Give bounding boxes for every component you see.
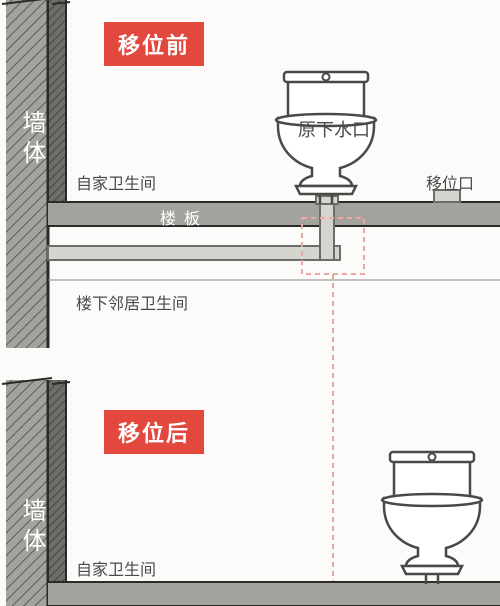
drain-pipe [48, 246, 340, 260]
title-after: 移位后 [104, 410, 204, 454]
label-neighbor-bath: 楼下邻居卫生间 [76, 290, 188, 314]
diagram-stage: 移位前 墙体 原下水口 自家卫生间 移位口 楼板 楼下邻居卫生间 移位后 墙体 … [0, 0, 500, 606]
wall-lower [6, 380, 48, 606]
wall-label-upper: 墙体 [14, 110, 49, 170]
label-own-bath-lower: 自家卫生间 [76, 556, 156, 580]
wall-label-lower: 墙体 [14, 498, 49, 558]
label-own-bath-upper: 自家卫生间 [76, 170, 156, 194]
inner-wall-lower [48, 380, 66, 582]
inner-wall-upper [48, 0, 66, 202]
floor-slab-lower [48, 582, 500, 606]
floor-slab-upper [48, 202, 500, 226]
wall-upper [6, 0, 48, 348]
title-before: 移位前 [104, 22, 204, 66]
label-relocate-port: 移位口 [426, 170, 474, 194]
label-floor-upper: 楼板 [160, 205, 208, 229]
diagram-svg [0, 0, 500, 606]
toilet-after [382, 452, 482, 584]
label-orig-drain: 原下水口 [298, 116, 370, 142]
